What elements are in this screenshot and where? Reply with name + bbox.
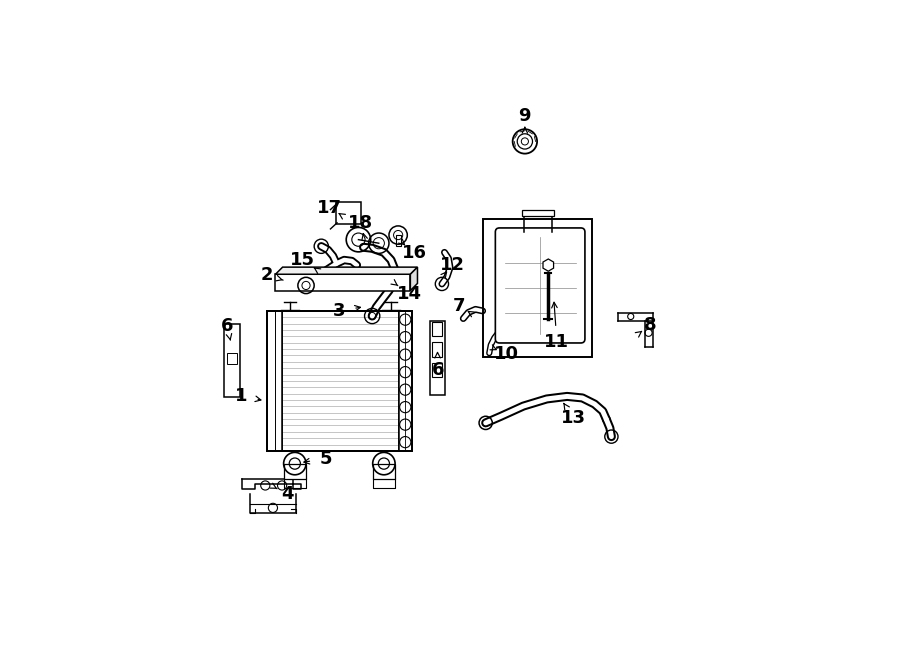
- Text: 12: 12: [439, 256, 464, 274]
- Polygon shape: [410, 267, 418, 291]
- Text: 10: 10: [493, 345, 518, 363]
- Text: 5: 5: [320, 449, 333, 467]
- Bar: [373, 463, 395, 479]
- Text: 7: 7: [453, 297, 465, 315]
- Bar: [482, 219, 592, 357]
- Bar: [432, 363, 443, 377]
- Text: 3: 3: [333, 302, 346, 320]
- Bar: [399, 311, 412, 451]
- Bar: [275, 274, 410, 291]
- Bar: [396, 235, 400, 247]
- Bar: [266, 311, 282, 451]
- Text: 11: 11: [544, 333, 570, 352]
- Bar: [282, 311, 399, 451]
- Text: 6: 6: [432, 362, 444, 379]
- Text: 8: 8: [644, 316, 657, 334]
- Bar: [432, 342, 443, 357]
- Text: 18: 18: [348, 214, 373, 232]
- FancyBboxPatch shape: [495, 228, 585, 343]
- Text: 4: 4: [281, 485, 293, 503]
- Polygon shape: [275, 267, 418, 274]
- Bar: [284, 463, 306, 479]
- Bar: [522, 210, 554, 215]
- FancyBboxPatch shape: [336, 202, 361, 224]
- Text: 16: 16: [402, 245, 427, 262]
- Bar: [282, 311, 399, 451]
- Bar: [432, 322, 443, 336]
- Text: 15: 15: [290, 251, 315, 269]
- Text: 9: 9: [518, 107, 531, 125]
- Bar: [429, 321, 445, 395]
- Text: 13: 13: [561, 408, 586, 427]
- Text: 6: 6: [220, 317, 233, 335]
- Bar: [266, 311, 412, 451]
- Text: 2: 2: [261, 266, 273, 284]
- Text: 17: 17: [318, 198, 342, 217]
- Text: 14: 14: [397, 285, 422, 303]
- Bar: [223, 324, 239, 397]
- Bar: [227, 353, 237, 364]
- Text: 1: 1: [235, 387, 248, 405]
